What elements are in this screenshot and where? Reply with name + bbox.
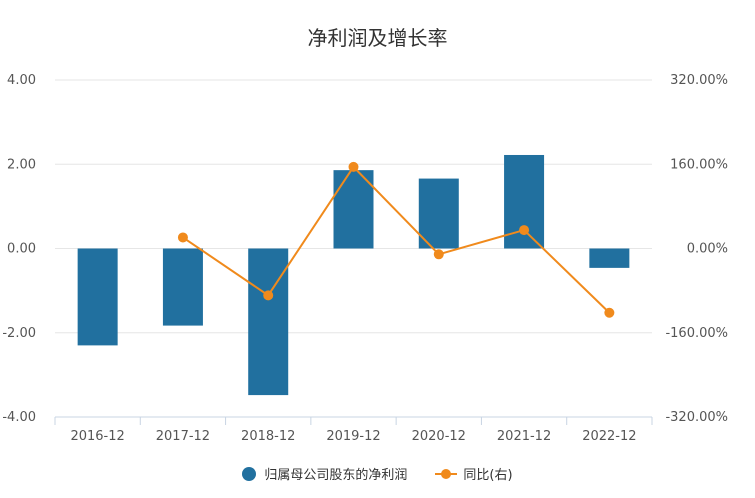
- left-axis-tick-label: 4.00: [7, 73, 36, 88]
- bar: [589, 248, 630, 268]
- right-axis-tick-label: 320.00%: [670, 73, 728, 88]
- yoy-point: [348, 161, 359, 172]
- yoy-point: [604, 307, 615, 318]
- left-axis-tick-label: -2.00: [2, 326, 36, 341]
- legend-label-net-profit: 归属母公司股东的净利润: [264, 468, 408, 483]
- yoy-point: [433, 249, 444, 260]
- bar: [418, 178, 459, 249]
- yoy-line: [182, 165, 611, 314]
- bar: [77, 248, 118, 346]
- left-axis-tick-label: -4.00: [2, 410, 36, 425]
- left-axis-tick-label: 2.00: [7, 157, 36, 172]
- right-axis-tick-label: -320.00%: [665, 410, 728, 425]
- x-axis-tick-label: 2019-12: [326, 429, 380, 444]
- yoy-point: [263, 290, 274, 301]
- yoy-point: [519, 225, 530, 236]
- right-axis-tick-label: 160.00%: [670, 157, 728, 172]
- chart-title: 净利润及增长率: [307, 26, 448, 50]
- legend: 归属母公司股东的净利润 同比(右): [0, 464, 755, 483]
- left-axis-tick-label: 0.00: [7, 242, 36, 257]
- x-axis-tick-label: 2017-12: [156, 429, 210, 444]
- right-axis-tick-label: -160.00%: [665, 326, 728, 341]
- bar: [162, 248, 203, 326]
- bar: [333, 170, 374, 249]
- legend-item-net-profit[interactable]: 归属母公司股东的净利润: [242, 464, 407, 483]
- x-axis-tick-label: 2020-12: [412, 429, 466, 444]
- yoy-point: [177, 232, 188, 243]
- x-axis-tick-label: 2016-12: [70, 429, 124, 444]
- x-axis-tick-label: 2018-12: [241, 429, 295, 444]
- legend-line-swatch: [435, 467, 458, 481]
- legend-label-yoy: 同比(右): [463, 468, 513, 483]
- bar: [248, 248, 289, 396]
- x-axis-tick-label: 2021-12: [497, 429, 551, 444]
- legend-item-yoy[interactable]: 同比(右): [435, 464, 513, 483]
- right-axis-tick-label: 0.00%: [687, 242, 728, 257]
- legend-bar-swatch: [242, 466, 257, 481]
- x-axis-tick-label: 2022-12: [582, 429, 636, 444]
